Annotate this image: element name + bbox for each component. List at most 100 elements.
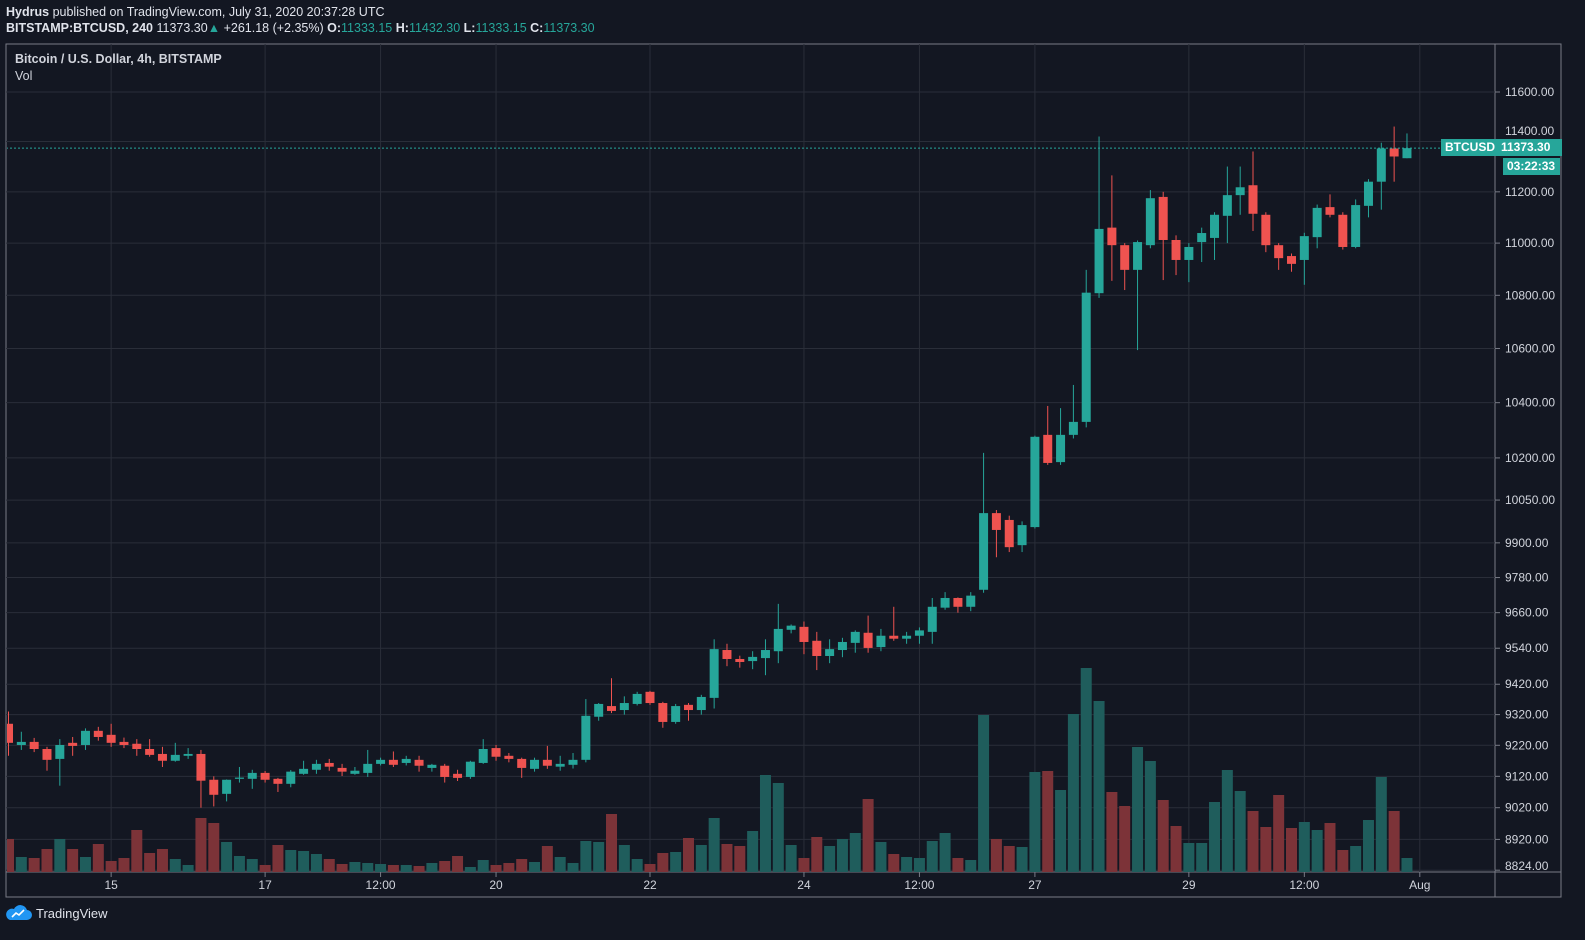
candle xyxy=(594,703,604,721)
price-change: +261.18 (+2.35%) xyxy=(223,21,324,35)
candle-body xyxy=(542,759,552,766)
candle-body xyxy=(1222,195,1232,216)
candle-body xyxy=(145,749,155,755)
volume-bar xyxy=(952,858,964,872)
volume-bar xyxy=(1132,747,1144,872)
candle-body xyxy=(1197,233,1207,243)
price-tick-label: 10600.00 xyxy=(1505,341,1555,355)
candle xyxy=(247,769,257,789)
high-label: H: xyxy=(395,21,409,35)
price-tick-label: 9540.00 xyxy=(1505,641,1549,655)
candle xyxy=(850,630,860,653)
candle-body xyxy=(440,765,450,777)
candle xyxy=(927,597,937,644)
candle-body xyxy=(1030,436,1040,528)
candle-body xyxy=(966,595,976,607)
candle xyxy=(170,742,180,762)
volume-bar xyxy=(477,860,489,872)
candle-body xyxy=(1351,205,1361,247)
candle xyxy=(1056,408,1066,465)
candle-body xyxy=(1287,256,1296,264)
volume-bar xyxy=(824,846,836,872)
candle xyxy=(1043,405,1053,465)
volume-bar xyxy=(221,842,233,872)
candle-body xyxy=(902,635,912,639)
volume-bar xyxy=(1311,830,1323,872)
candle-body xyxy=(1133,242,1143,270)
volume-bar xyxy=(79,857,91,872)
candle xyxy=(1235,166,1245,215)
candle xyxy=(42,746,52,771)
candle-body xyxy=(1376,148,1386,182)
candle-body xyxy=(324,762,334,767)
candle xyxy=(1145,190,1155,249)
candle xyxy=(863,615,873,653)
candle-body xyxy=(1120,245,1130,270)
candle xyxy=(1402,133,1412,159)
tradingview-logo[interactable]: TradingView xyxy=(6,905,108,921)
candle-body xyxy=(465,761,475,777)
candle xyxy=(914,627,924,644)
candle xyxy=(222,779,232,802)
candle xyxy=(106,723,116,747)
author-name[interactable]: Hydrus xyxy=(6,5,50,19)
candle-body xyxy=(1261,214,1271,246)
candle-body xyxy=(863,632,873,648)
volume-bar xyxy=(978,715,990,872)
volume-bar xyxy=(901,857,913,872)
candle xyxy=(735,655,745,668)
candle-body xyxy=(1402,148,1412,159)
candle xyxy=(568,753,578,769)
volume-bar xyxy=(913,858,925,872)
candle xyxy=(1299,232,1309,285)
candle xyxy=(29,737,39,753)
volume-bar xyxy=(1003,846,1015,872)
candle xyxy=(632,691,642,706)
candle xyxy=(55,739,65,786)
candle xyxy=(1158,191,1168,281)
volume-bar xyxy=(644,864,656,872)
volume-bar xyxy=(1286,828,1297,872)
candle xyxy=(1274,243,1284,270)
candle-body xyxy=(607,706,617,711)
volume-bar xyxy=(1273,795,1285,872)
candle xyxy=(478,739,488,764)
candle xyxy=(1363,179,1373,218)
candle-body xyxy=(799,626,809,642)
candle xyxy=(68,736,78,756)
candle xyxy=(1171,235,1181,276)
volume-bar xyxy=(926,841,938,872)
candle-body xyxy=(1145,198,1155,246)
candle xyxy=(1133,240,1143,351)
volume-legend: Vol xyxy=(15,69,33,83)
volume-bar xyxy=(259,865,271,872)
candle-body xyxy=(1107,227,1117,246)
candle xyxy=(93,726,103,741)
candle-body xyxy=(1248,185,1258,214)
candle-body xyxy=(93,730,103,737)
candle-body xyxy=(16,741,26,745)
candle xyxy=(619,696,629,715)
volume-bar xyxy=(208,823,220,872)
candle-body xyxy=(376,759,386,764)
candle xyxy=(889,606,899,641)
high-value: 11432.30 xyxy=(408,21,461,35)
candle-body xyxy=(619,703,629,711)
candle-body xyxy=(1184,246,1194,260)
candle xyxy=(363,749,373,777)
volume-bar xyxy=(1144,761,1156,872)
time-tick-label: 15 xyxy=(104,878,118,892)
volume-bar xyxy=(1183,843,1195,872)
candle-body xyxy=(773,628,783,652)
candle-body xyxy=(1056,434,1066,463)
candle xyxy=(1184,243,1194,283)
volume-bar xyxy=(387,865,399,872)
volume-bar xyxy=(169,859,181,872)
candle xyxy=(260,771,270,783)
price-tick-label: 10400.00 xyxy=(1505,396,1555,410)
candle xyxy=(1094,136,1104,298)
volume-bar xyxy=(1247,811,1259,872)
candle-body xyxy=(1235,187,1245,196)
volume-bar xyxy=(375,864,387,872)
